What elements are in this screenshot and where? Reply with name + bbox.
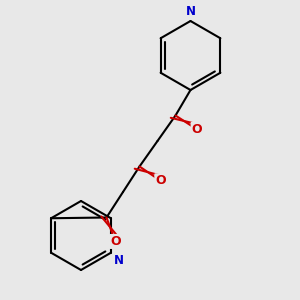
Text: O: O bbox=[155, 174, 166, 187]
Text: O: O bbox=[110, 235, 121, 248]
Text: O: O bbox=[192, 123, 202, 136]
Text: N: N bbox=[185, 5, 196, 18]
Text: N: N bbox=[114, 254, 124, 267]
